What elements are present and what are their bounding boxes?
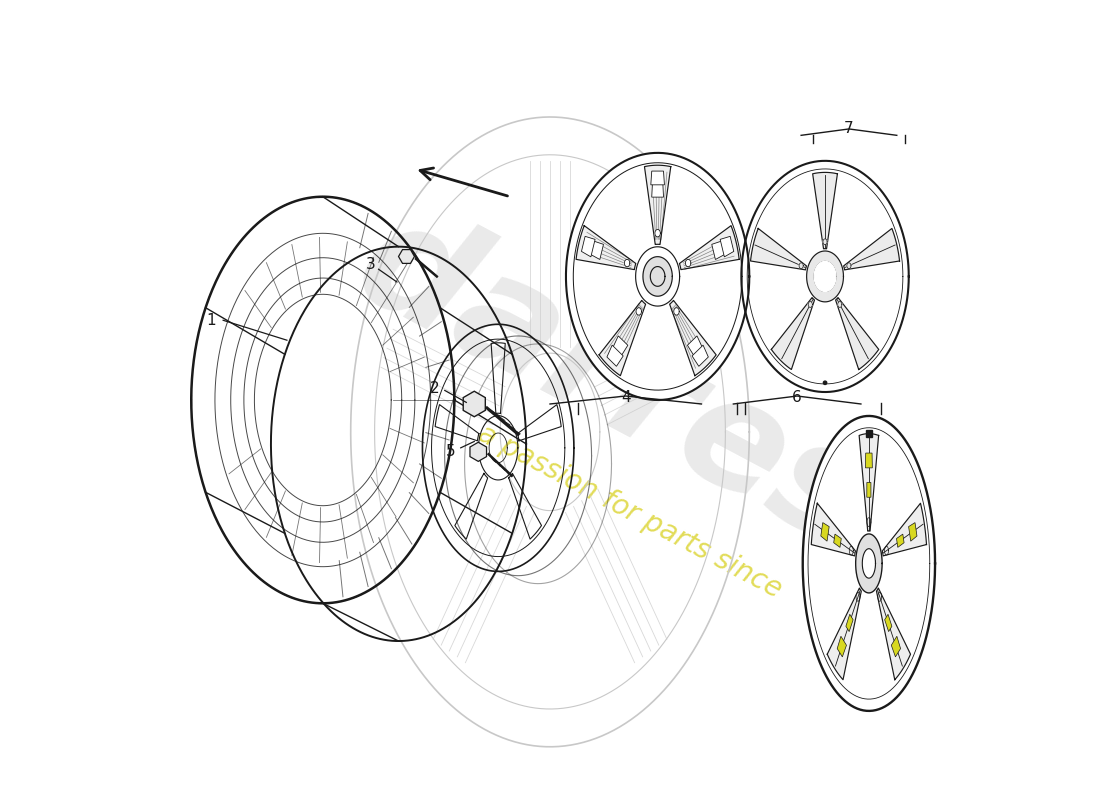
Text: 3: 3 bbox=[365, 257, 375, 272]
Polygon shape bbox=[741, 161, 909, 392]
Polygon shape bbox=[896, 534, 904, 547]
Polygon shape bbox=[856, 534, 882, 593]
Polygon shape bbox=[909, 522, 917, 541]
Text: a passion for parts since: a passion for parts since bbox=[473, 419, 786, 604]
Polygon shape bbox=[670, 301, 716, 376]
Polygon shape bbox=[651, 171, 664, 185]
Circle shape bbox=[654, 230, 660, 236]
Text: 2: 2 bbox=[430, 381, 439, 395]
Circle shape bbox=[808, 302, 813, 306]
Text: 1: 1 bbox=[207, 313, 216, 328]
Circle shape bbox=[636, 309, 641, 314]
Polygon shape bbox=[866, 453, 872, 468]
Polygon shape bbox=[607, 345, 624, 366]
Polygon shape bbox=[613, 336, 628, 356]
Polygon shape bbox=[862, 549, 876, 578]
Polygon shape bbox=[846, 614, 854, 632]
Polygon shape bbox=[882, 503, 926, 556]
Polygon shape bbox=[692, 345, 708, 366]
Circle shape bbox=[685, 260, 691, 266]
Polygon shape bbox=[836, 298, 879, 370]
Polygon shape bbox=[813, 172, 837, 249]
Polygon shape bbox=[867, 482, 871, 498]
Circle shape bbox=[799, 264, 803, 268]
Polygon shape bbox=[591, 241, 604, 259]
Polygon shape bbox=[651, 183, 663, 197]
Text: 6: 6 bbox=[792, 390, 802, 405]
Polygon shape bbox=[644, 257, 672, 296]
Bar bbox=[866, 430, 872, 437]
Polygon shape bbox=[463, 391, 485, 417]
Circle shape bbox=[838, 302, 842, 306]
Polygon shape bbox=[582, 236, 595, 257]
Polygon shape bbox=[844, 229, 900, 270]
Text: darres: darres bbox=[332, 187, 895, 581]
Polygon shape bbox=[600, 301, 646, 376]
Text: 7: 7 bbox=[844, 122, 854, 137]
Polygon shape bbox=[645, 166, 671, 245]
Polygon shape bbox=[859, 434, 879, 531]
Circle shape bbox=[847, 264, 851, 268]
Polygon shape bbox=[803, 416, 935, 711]
Polygon shape bbox=[814, 262, 836, 291]
Polygon shape bbox=[750, 229, 806, 270]
Polygon shape bbox=[827, 588, 861, 680]
Polygon shape bbox=[720, 236, 734, 257]
Polygon shape bbox=[877, 588, 911, 680]
Circle shape bbox=[625, 260, 630, 266]
Text: 4: 4 bbox=[620, 390, 630, 405]
Polygon shape bbox=[688, 336, 703, 356]
Polygon shape bbox=[771, 298, 814, 370]
Circle shape bbox=[824, 381, 827, 385]
Polygon shape bbox=[891, 636, 901, 657]
Polygon shape bbox=[565, 153, 749, 400]
Polygon shape bbox=[812, 503, 856, 556]
Circle shape bbox=[673, 309, 679, 314]
Polygon shape bbox=[712, 241, 725, 259]
Polygon shape bbox=[470, 442, 486, 462]
Polygon shape bbox=[806, 251, 844, 302]
Polygon shape bbox=[680, 226, 739, 270]
Polygon shape bbox=[821, 522, 829, 541]
Polygon shape bbox=[834, 534, 842, 547]
Polygon shape bbox=[576, 226, 636, 270]
Polygon shape bbox=[837, 636, 847, 657]
Polygon shape bbox=[398, 250, 415, 263]
Circle shape bbox=[823, 240, 827, 244]
Text: 5: 5 bbox=[446, 444, 455, 459]
Polygon shape bbox=[884, 614, 892, 632]
